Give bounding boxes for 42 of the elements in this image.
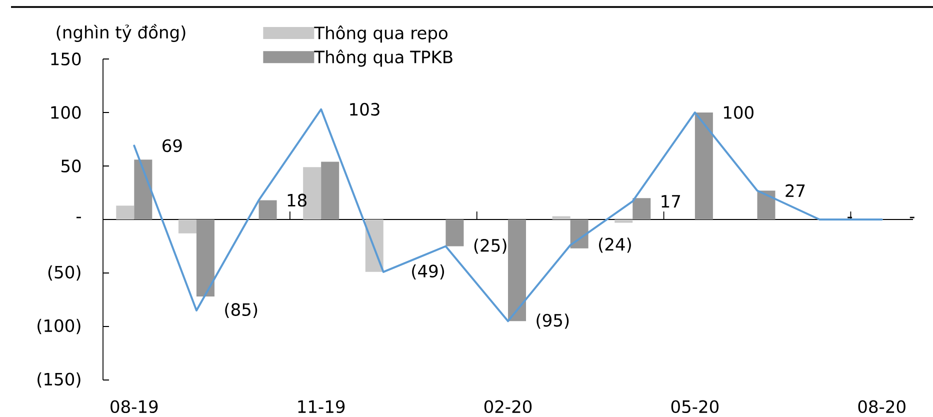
data-label: 17 [662,195,680,208]
y-tick-label: (50) [48,265,80,281]
bar [321,162,340,220]
bar [134,160,152,220]
data-label: - [910,216,914,218]
data-label: (85) [225,302,258,318]
bar [570,220,588,248]
bar [258,200,277,220]
bar [552,216,570,220]
x-tick-label: 08-20 [858,400,906,414]
x-tick-label: 05-20 [671,400,718,414]
bar [694,112,713,220]
bar [446,220,464,246]
data-label: (24) [598,238,631,253]
data-label: 103 [350,102,380,116]
legend-label: Thông qua TPKB [314,50,452,67]
y-tick-label: 100 [51,106,81,119]
y-tick-label: 150 [51,52,81,66]
bar [614,220,633,223]
y-tick-label: (100) [38,318,80,334]
data-label: 18 [288,194,306,207]
y-axis-title: (nghìn tỷ đồng) [56,24,186,42]
data-label: (49) [412,264,444,280]
data-label: 27 [786,184,805,197]
bar [116,206,134,220]
bar [196,220,214,297]
x-tick-label: 02-20 [484,400,532,414]
data-label: (25) [474,238,506,254]
y-tick-label: (150) [38,372,80,388]
y-tick-label: - [76,216,81,218]
bar [508,220,526,322]
legend-label: Thông qua repo [314,25,448,43]
bar [632,198,651,220]
data-label: 100 [724,106,754,119]
data-label: 69 [162,139,182,152]
x-tick-label: 11-19 [298,400,345,414]
bar [178,220,196,234]
x-tick-label: 08-19 [110,400,158,414]
y-tick-label: 50 [61,160,81,172]
data-label: (95) [536,314,569,329]
bar [757,190,776,220]
bar [365,220,384,272]
